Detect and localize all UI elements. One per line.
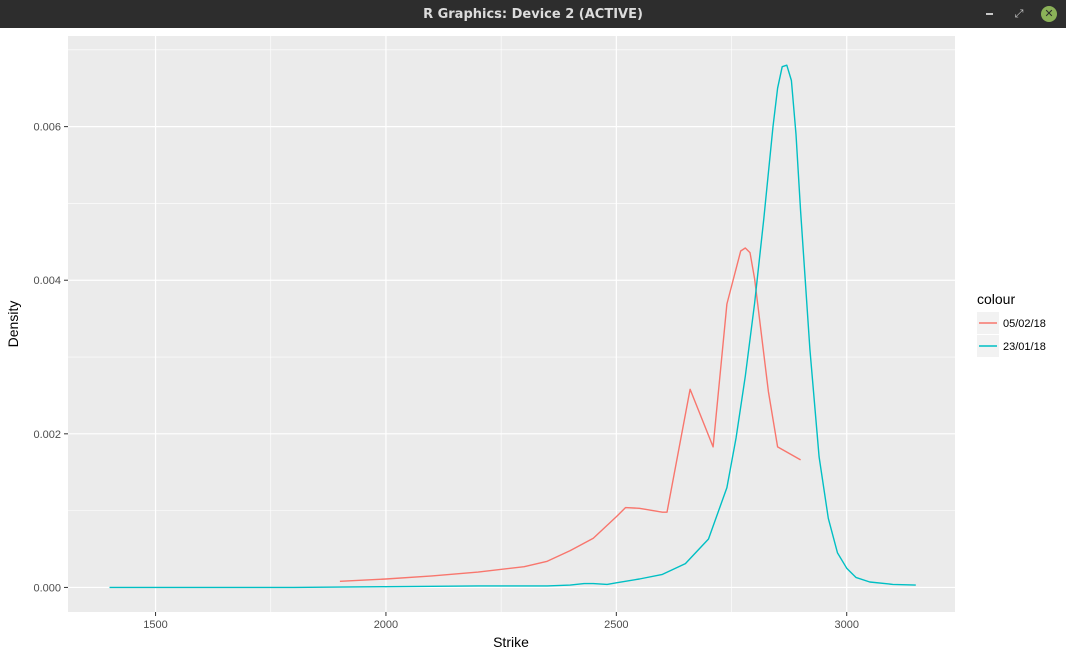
title-bar[interactable]: R Graphics: Device 2 (ACTIVE) ⤢ ✕ [0, 0, 1066, 29]
x-tick-label: 3000 [834, 619, 858, 631]
series-lines [109, 64, 916, 589]
y-tick-label: 0.004 [33, 275, 61, 287]
legend-title: colour [977, 291, 1015, 307]
x-tick-label: 1500 [143, 619, 167, 631]
density-plot: 1500 2000 2500 3000 0.000 0.002 0.004 0.006 Str… [0, 28, 1066, 654]
maximize-icon[interactable]: ⤢ [1014, 8, 1024, 20]
tick-labels: 1500 2000 2500 3000 0.000 0.002 0.004 0.006 [33, 122, 858, 631]
y-axis-label: Density [5, 301, 21, 348]
window-title: R Graphics: Device 2 (ACTIVE) [423, 7, 643, 22]
series-line-1 [339, 247, 801, 582]
legend: colour 05/02/18 23/01/18 [977, 291, 1046, 357]
y-tick-label: 0.002 [33, 429, 61, 441]
axis-ticks [64, 126, 848, 616]
legend-label: 05/02/18 [1003, 318, 1046, 330]
plot-panel [68, 36, 955, 612]
x-tick-label: 2500 [604, 619, 628, 631]
series-line-2 [109, 64, 916, 589]
y-tick-label: 0.000 [33, 582, 61, 594]
minimize-icon[interactable] [981, 6, 997, 22]
legend-label: 23/01/18 [1003, 341, 1046, 353]
close-icon[interactable]: ✕ [1041, 6, 1057, 22]
y-tick-label: 0.006 [33, 122, 61, 134]
legend-items: 05/02/18 23/01/18 [977, 312, 1046, 357]
x-axis-label: Strike [493, 634, 529, 650]
minor-gridlines [68, 36, 955, 612]
x-tick-label: 2000 [374, 619, 398, 631]
